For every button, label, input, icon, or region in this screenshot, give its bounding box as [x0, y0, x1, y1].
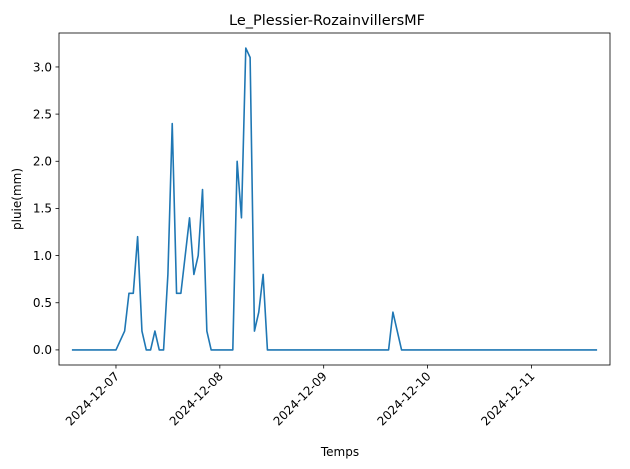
- x-axis-label: Temps: [320, 445, 359, 459]
- x-tick-label: 2024-12-11: [478, 369, 537, 428]
- y-tick-label: 2.5: [33, 107, 52, 121]
- x-axis: 2024-12-07 2024-12-08 2024-12-09 2024-12-10…: [63, 365, 538, 428]
- y-tick-label: 0.0: [33, 343, 52, 357]
- x-tick-label: 2024-12-07: [63, 369, 122, 428]
- y-tick-label: 1.5: [33, 202, 52, 216]
- series-layer: [71, 47, 598, 351]
- y-tick-label: 1.0: [33, 249, 52, 263]
- y-axis: 0.0 0.5 1.0 1.5 2.0 2.5 3.0: [33, 60, 59, 357]
- x-tick-label: 2024-12-08: [167, 369, 226, 428]
- series-line-0: [71, 47, 598, 351]
- chart-title: Le_Plessier-RozainvillersMF: [229, 13, 425, 29]
- y-tick-label: 2.0: [33, 155, 52, 169]
- x-tick-label: 2024-12-09: [271, 369, 330, 428]
- y-tick-label: 3.0: [33, 60, 52, 74]
- x-tick-label: 2024-12-10: [374, 369, 433, 428]
- y-tick-label: 0.5: [33, 296, 52, 310]
- y-axis-label: pluie(mm): [10, 168, 24, 230]
- plot-frame: [58, 32, 611, 366]
